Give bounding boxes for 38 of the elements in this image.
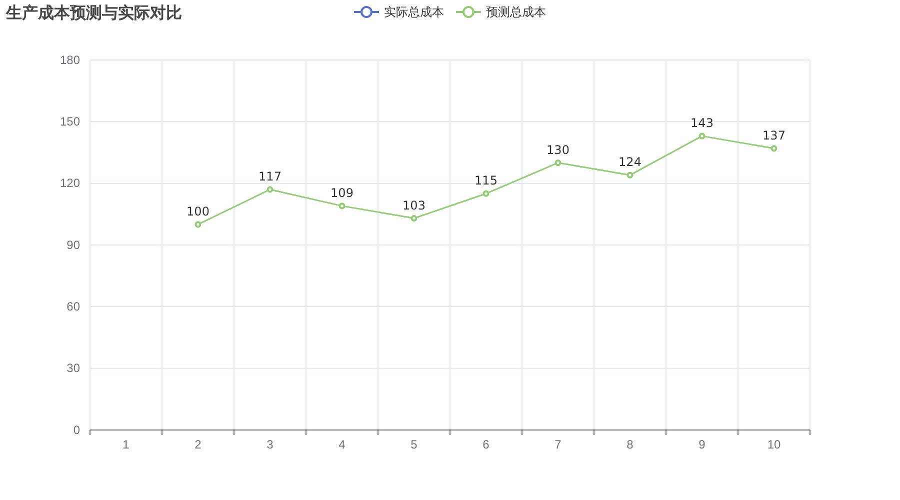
x-tick-label: 6 xyxy=(482,438,490,452)
x-tick-label: 3 xyxy=(266,438,274,452)
data-label: 117 xyxy=(258,170,282,184)
data-label: 130 xyxy=(546,142,570,157)
y-tick-label: 120 xyxy=(60,176,80,190)
data-label: 115 xyxy=(474,174,498,188)
chart-title: 生产成本预测与实际对比 xyxy=(5,3,182,22)
y-tick-label: 30 xyxy=(66,361,80,376)
point xyxy=(698,132,706,140)
x-tick-label: 8 xyxy=(626,438,634,452)
x-tick-label: 1 xyxy=(122,438,130,452)
point xyxy=(338,202,346,210)
point xyxy=(626,172,634,178)
data-label: 143 xyxy=(690,116,714,130)
point xyxy=(770,145,778,152)
y-tick-label: 90 xyxy=(66,238,80,252)
x-tick-label: 2 xyxy=(194,438,202,452)
x-tick-label: 5 xyxy=(410,438,418,452)
x-tick-label: 7 xyxy=(554,438,562,452)
point xyxy=(482,190,490,197)
data-label: 100 xyxy=(186,204,210,218)
y-tick-label: 180 xyxy=(60,52,80,67)
x-tick-label: 9 xyxy=(698,438,706,452)
point xyxy=(554,160,562,166)
x-tick-label: 4 xyxy=(338,438,346,452)
data-label: 137 xyxy=(762,128,786,142)
point xyxy=(266,186,274,193)
data-label: 103 xyxy=(402,198,426,212)
data-label: 124 xyxy=(618,155,642,170)
y-tick-label: 0 xyxy=(73,422,80,437)
y-tick-label: 60 xyxy=(66,300,80,314)
legend-label: 实际总成本 xyxy=(384,5,444,19)
point xyxy=(410,215,418,222)
data-label: 109 xyxy=(330,186,354,200)
point xyxy=(194,221,202,228)
y-tick-label: 150 xyxy=(60,114,80,129)
x-tick-label: 10 xyxy=(767,438,781,452)
legend-label: 预测总成本 xyxy=(486,5,546,19)
